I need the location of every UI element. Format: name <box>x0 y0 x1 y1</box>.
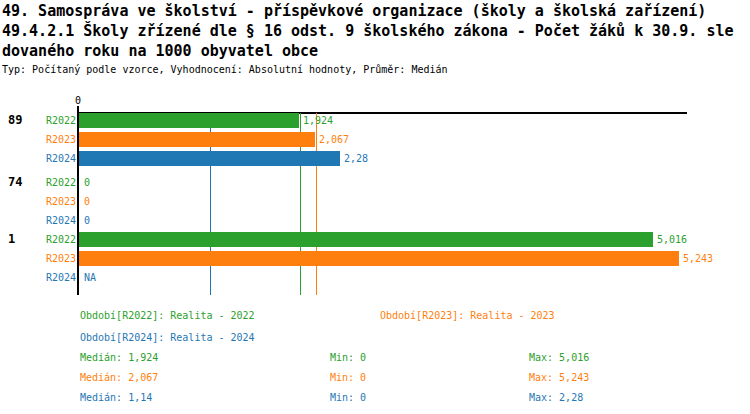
chart-row: 74 R2022 0 <box>0 175 750 190</box>
series-label: R2023 <box>38 251 76 266</box>
series-label: R2023 <box>38 132 76 147</box>
chart-row: 89 R2022 1,924 <box>0 113 750 128</box>
series-label: R2024 <box>38 270 76 285</box>
series-label: R2022 <box>38 113 76 128</box>
bar-value-label: 0 <box>84 175 90 190</box>
bar-value-label: 5,016 <box>657 232 687 247</box>
bar <box>79 151 340 166</box>
bar <box>79 251 679 266</box>
bar-value-label: 2,067 <box>319 132 349 147</box>
chart-row: R2024 NA <box>0 270 750 285</box>
series-label: R2022 <box>38 232 76 247</box>
chart-title-line-3: dovaného roku na 1000 obyvatel obce <box>2 42 318 60</box>
bar <box>79 113 299 128</box>
bar <box>79 232 653 247</box>
group-label-74: 74 <box>8 175 22 190</box>
series-label: R2022 <box>38 175 76 190</box>
stat-max-r2022: Max: 5,016 <box>529 351 589 364</box>
legend-item-r2024: Období[R2024]: Realita - 2024 <box>80 331 255 344</box>
chart-row: R2023 0 <box>0 194 750 209</box>
chart-row: R2023 2,067 <box>0 132 750 147</box>
series-label: R2024 <box>38 213 76 228</box>
stat-median-r2023: Medián: 2,067 <box>80 371 158 384</box>
stat-median-r2024: Medián: 1,14 <box>80 391 152 404</box>
chart-subtitle: Typ: Počítaný podle vzorce, Vyhodnocení:… <box>2 63 448 76</box>
stat-min-r2023: Min: 0 <box>330 371 366 384</box>
bar-value-label: 1,924 <box>303 113 333 128</box>
legend-item-r2022: Období[R2022]: Realita - 2022 <box>80 309 255 322</box>
stat-max-r2024: Max: 2,28 <box>529 391 583 404</box>
group-label-1: 1 <box>8 232 15 247</box>
chart-title-line-1: 49. Samospráva ve školství - příspěvkové… <box>2 2 706 20</box>
series-label: R2023 <box>38 194 76 209</box>
stat-min-r2022: Min: 0 <box>330 351 366 364</box>
bar-value-label: 0 <box>84 213 90 228</box>
bar <box>79 132 315 147</box>
chart-row: 1 R2022 5,016 <box>0 232 750 247</box>
stat-median-r2022: Medián: 1,924 <box>80 351 158 364</box>
series-label: R2024 <box>38 151 76 166</box>
bar-value-label: 2,28 <box>344 151 368 166</box>
chart-row: R2023 5,243 <box>0 251 750 266</box>
group-label-89: 89 <box>8 113 22 128</box>
bar-value-label: NA <box>84 270 96 285</box>
stat-max-r2023: Max: 5,243 <box>529 371 589 384</box>
chart-row: R2024 0 <box>0 213 750 228</box>
stat-min-r2024: Min: 0 <box>330 391 366 404</box>
bar-value-label: 0 <box>84 194 90 209</box>
chart-title-line-2: 49.4.2.1 Školy zřízené dle § 16 odst. 9 … <box>2 22 734 40</box>
chart-page: 49. Samospráva ve školství - příspěvkové… <box>0 0 750 414</box>
bar-value-label: 5,243 <box>683 251 713 266</box>
legend-item-r2023: Období[R2023]: Realita - 2023 <box>380 309 555 322</box>
chart-row: R2024 2,28 <box>0 151 750 166</box>
